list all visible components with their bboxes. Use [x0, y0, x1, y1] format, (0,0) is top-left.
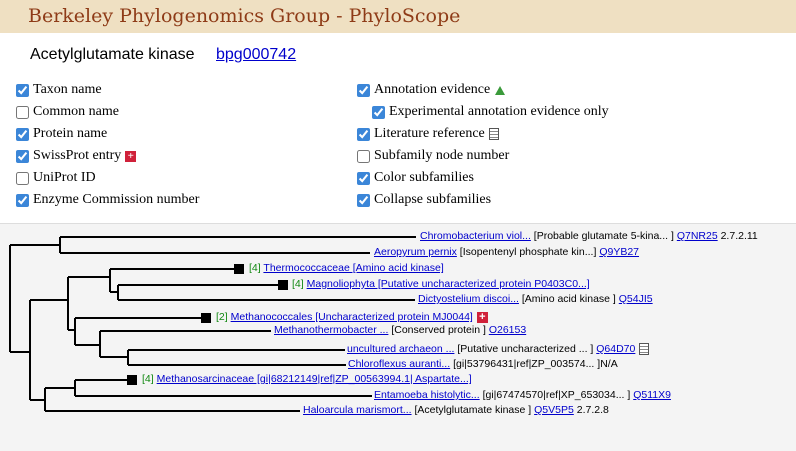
tree-row: Haloarcula marismort... [Acetylglutamate…	[303, 404, 609, 417]
option: Experimental annotation evidence only	[372, 103, 609, 121]
taxon-link[interactable]: Haloarcula marismort...	[303, 404, 412, 416]
tree-row: [2] Methanococcales [Uncharacterized pro…	[216, 311, 488, 324]
protein-desc: [Isopentenyl phosphate kin...]	[459, 246, 597, 258]
checkbox[interactable]	[357, 127, 370, 141]
option-label: Color subfamilies	[374, 170, 474, 185]
tree-row: Chromobacterium viol... [Probable glutam…	[420, 230, 758, 243]
checkbox[interactable]	[16, 149, 29, 163]
tree-row: [4] Thermococcaceae [Amino acid kinase]	[249, 262, 444, 275]
taxon-link[interactable]: Methanosarcinaceae [gi|68212149|ref|ZP_0…	[156, 373, 472, 385]
ec-number: 2.7.2.11	[720, 230, 758, 242]
protein-desc: [gi|53796431|ref|ZP_003574... ]	[453, 358, 601, 370]
taxon-link[interactable]: Chloroflexus auranti...	[348, 358, 451, 370]
tree-panel	[0, 223, 796, 451]
checkbox[interactable]	[16, 171, 29, 185]
option: SwissProt entry +	[16, 147, 137, 165]
tree-row: Aeropyrum pernix [Isopentenyl phosphate …	[374, 246, 639, 259]
accession-link[interactable]: Q64D70	[596, 343, 636, 355]
accession-link[interactable]: Q5V5P5	[534, 404, 574, 416]
plus-icon: +	[125, 150, 137, 162]
accession-link[interactable]: Q9YB27	[599, 246, 640, 258]
tree-row: Dictyostelium discoi... [Amino acid kina…	[418, 293, 653, 306]
taxon-link[interactable]: uncultured archaeon ...	[347, 343, 455, 355]
taxon-link[interactable]: Entamoeba histolytic...	[374, 389, 480, 401]
option: Literature reference	[357, 125, 499, 143]
accession-link[interactable]: Q54JI5	[618, 293, 653, 305]
protein-desc: [Putative uncharacterized ... ]	[457, 343, 594, 355]
option-label: Taxon name	[33, 82, 102, 97]
checkbox[interactable]	[357, 193, 370, 207]
accession-text: N/A	[600, 358, 618, 370]
option-label: Annotation evidence	[374, 82, 491, 97]
option: Annotation evidence	[357, 81, 506, 99]
option-label: SwissProt entry	[33, 148, 122, 163]
collapsed-node	[278, 280, 288, 290]
checkbox[interactable]	[357, 83, 370, 97]
subfamily-count: [4]	[249, 262, 261, 274]
protein-desc: [Acetylglutamate kinase ]	[414, 404, 532, 416]
taxon-link[interactable]: Magnoliophyta [Putative uncharacterized …	[306, 278, 590, 290]
option-label: Protein name	[33, 126, 108, 141]
protein-desc: [Amino acid kinase ]	[521, 293, 616, 305]
option: UniProt ID	[16, 169, 96, 187]
subfamily-count: [2]	[216, 311, 228, 323]
option: Collapse subfamilies	[357, 191, 491, 209]
collapsed-node	[201, 313, 211, 323]
protein-desc: [gi|67474570|ref|XP_653034... ]	[482, 389, 631, 401]
header-bar: Berkeley Phylogenomics Group - PhyloScop…	[0, 0, 796, 33]
option-label: Common name	[33, 104, 119, 119]
tree-row: Entamoeba histolytic... [gi|67474570|ref…	[374, 389, 671, 402]
accession-link[interactable]: Q7NR25	[676, 230, 718, 242]
site-title: Berkeley Phylogenomics Group - PhyloScop…	[28, 5, 461, 27]
doc-icon	[639, 343, 650, 356]
option: Color subfamilies	[357, 169, 474, 187]
option-label: Enzyme Commission number	[33, 192, 200, 207]
taxon-link[interactable]: Thermococcaceae [Amino acid kinase]	[263, 262, 444, 274]
flask-icon	[495, 85, 506, 95]
checkbox[interactable]	[16, 127, 29, 141]
subfamily-count: [4]	[292, 278, 304, 290]
option-label: Collapse subfamilies	[374, 192, 492, 207]
tree-row: [4] Magnoliophyta [Putative uncharacteri…	[292, 278, 590, 291]
option-label: Experimental annotation evidence only	[389, 104, 609, 119]
tree-row: Chloroflexus auranti... [gi|53796431|ref…	[348, 358, 618, 371]
protein-id-link[interactable]: bpg000742	[216, 46, 297, 63]
collapsed-node	[234, 264, 244, 274]
subfamily-count: [4]	[142, 373, 154, 385]
checkbox[interactable]	[357, 171, 370, 185]
tree-row: [4] Methanosarcinaceae [gi|68212149|ref|…	[142, 373, 472, 386]
doc-icon	[488, 128, 499, 140]
option-label: Subfamily node number	[374, 148, 510, 163]
plus-icon: +	[476, 311, 488, 323]
option: Subfamily node number	[357, 147, 509, 165]
option: Taxon name	[16, 81, 102, 99]
taxon-link[interactable]: Methanothermobacter ...	[274, 324, 389, 336]
tree-row: Methanothermobacter ... [Conserved prote…	[274, 324, 526, 337]
ec-number: 2.7.2.8	[576, 404, 609, 416]
accession-link[interactable]: O26153	[488, 324, 527, 336]
option: Common name	[16, 103, 119, 121]
collapsed-node	[127, 375, 137, 385]
taxon-link[interactable]: Aeropyrum pernix	[374, 246, 457, 258]
protein-desc: [Conserved protein ]	[391, 324, 486, 336]
tree-row: uncultured archaeon ... [Putative unchar…	[347, 343, 650, 356]
protein-desc: [Probable glutamate 5-kina... ]	[533, 230, 674, 242]
option: Protein name	[16, 125, 107, 143]
taxon-link[interactable]: Methanococcales [Uncharacterized protein…	[230, 311, 473, 323]
option-label: UniProt ID	[33, 170, 96, 185]
accession-link[interactable]: Q511X9	[633, 389, 671, 401]
protein-name: Acetylglutamate kinase	[30, 46, 195, 63]
checkbox[interactable]	[16, 193, 29, 207]
taxon-link[interactable]: Dictyostelium discoi...	[418, 293, 519, 305]
checkbox[interactable]	[16, 105, 29, 119]
option-label: Literature reference	[374, 126, 485, 141]
checkbox[interactable]	[372, 105, 385, 119]
checkbox[interactable]	[16, 83, 29, 97]
option: Enzyme Commission number	[16, 191, 199, 209]
checkbox[interactable]	[357, 149, 370, 163]
taxon-link[interactable]: Chromobacterium viol...	[420, 230, 531, 242]
